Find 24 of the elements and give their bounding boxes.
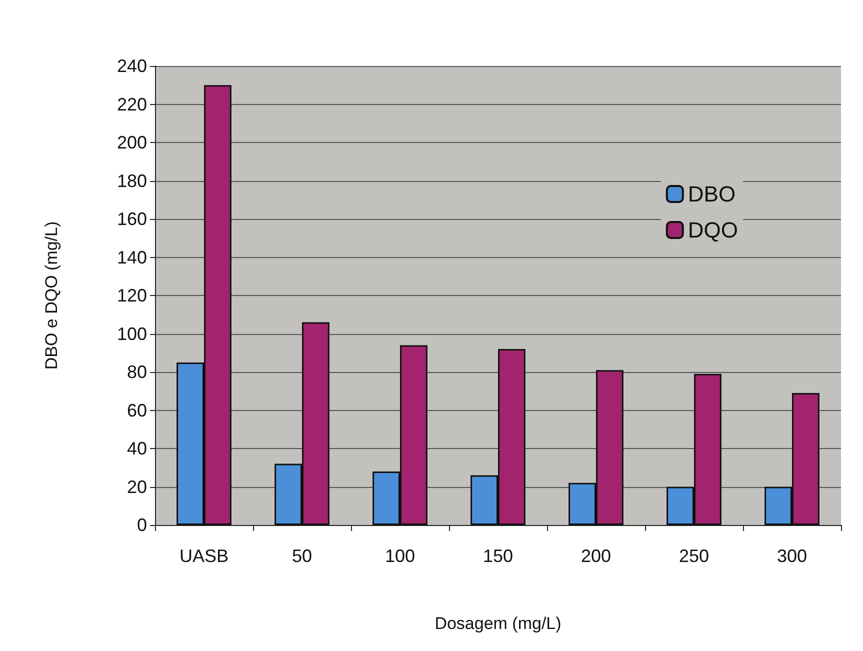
- y-tick-label: 20: [126, 476, 147, 497]
- x-tick-label: 150: [482, 546, 514, 566]
- y-tick-label: 240: [116, 56, 147, 76]
- y-tick-label: 220: [116, 94, 147, 114]
- x-tick-label: 50: [292, 546, 312, 566]
- x-tick-label: 300: [776, 546, 808, 566]
- x-tick-label: 200: [580, 546, 612, 566]
- y-tick-label: 200: [116, 132, 147, 152]
- legend-label: DQO: [688, 218, 738, 242]
- y-axis-title: DBO e DQO (mg/L): [42, 221, 61, 370]
- y-tick-label: 80: [126, 362, 147, 382]
- x-tick-label: 250: [678, 546, 710, 566]
- y-tick-label: 160: [116, 209, 147, 229]
- x-tick-label: UASB: [179, 546, 229, 566]
- y-tick-label: 0: [136, 515, 147, 535]
- y-tick-label: 180: [116, 170, 147, 191]
- x-tick-label: 100: [384, 546, 416, 566]
- legend-label: DBO: [688, 182, 736, 206]
- y-tick-label: 60: [126, 400, 147, 420]
- y-tick-label: 40: [126, 438, 147, 458]
- y-tick-label: 120: [116, 286, 147, 306]
- y-tick-label: 140: [116, 247, 147, 268]
- x-axis-title: Dosagem (mg/L): [434, 614, 562, 633]
- y-tick-label: 100: [116, 324, 147, 344]
